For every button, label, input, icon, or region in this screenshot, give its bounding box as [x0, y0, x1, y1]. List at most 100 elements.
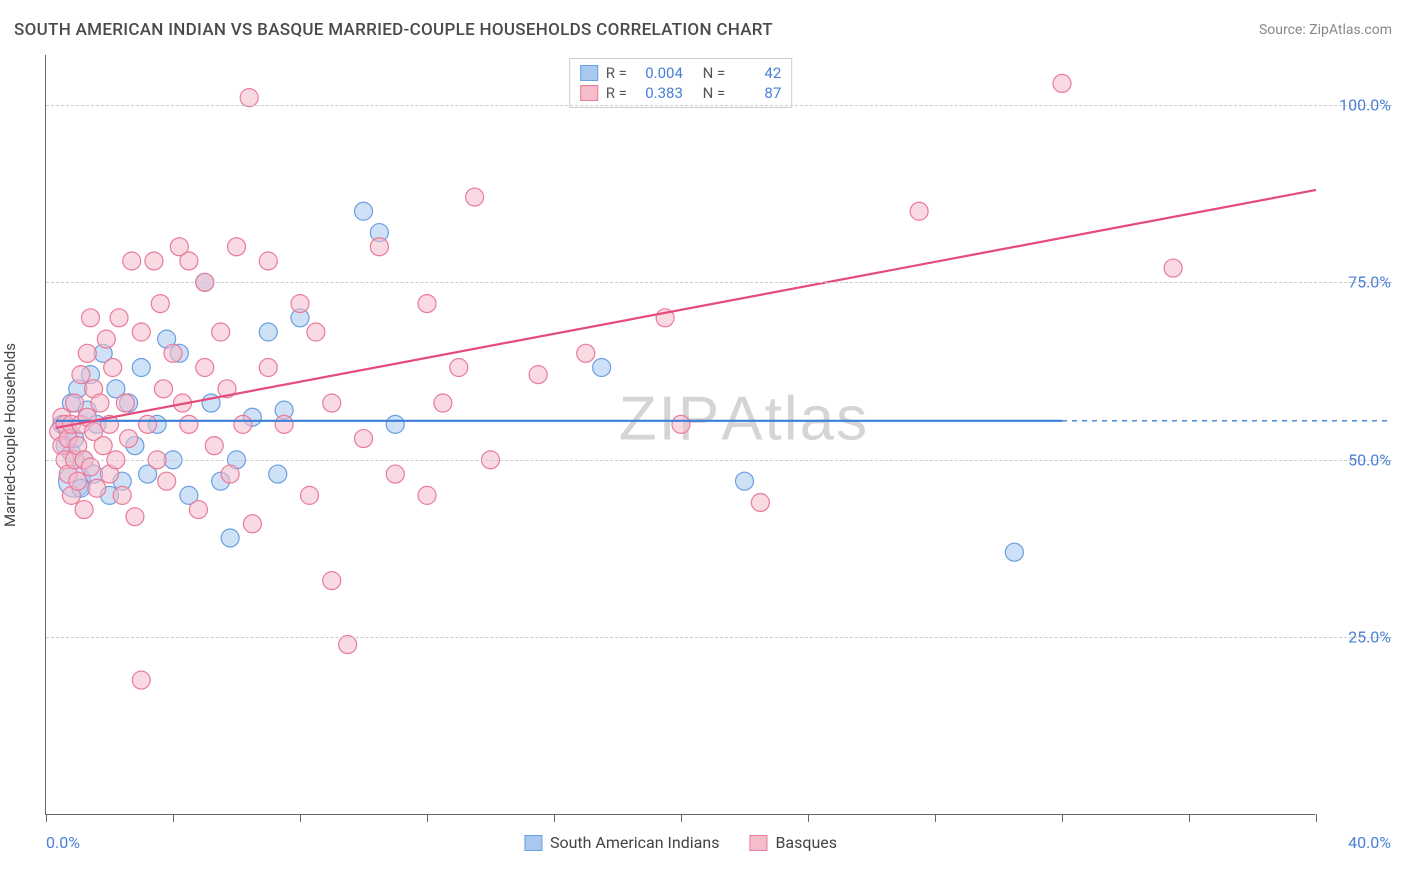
scatter-point-sai: [1005, 543, 1023, 561]
grid-line-h: [46, 637, 1392, 638]
scatter-point-basque: [301, 486, 319, 504]
stats-box: R = 0.004 N = 42 R = 0.383 N = 87: [569, 58, 793, 108]
scatter-point-basque: [1164, 259, 1182, 277]
scatter-point-basque: [1053, 74, 1071, 92]
scatter-point-basque: [66, 394, 84, 412]
legend-swatch-basque: [749, 835, 767, 851]
scatter-point-basque: [751, 493, 769, 511]
scatter-point-basque: [116, 394, 134, 412]
y-tick-label: 100.0%: [1321, 95, 1391, 114]
scatter-point-basque: [228, 238, 246, 256]
x-tick: [300, 814, 301, 822]
scatter-point-basque: [75, 501, 93, 519]
y-tick-label: 25.0%: [1321, 628, 1391, 647]
stat-r-label: R =: [606, 64, 627, 82]
x-tick: [1316, 814, 1317, 822]
scatter-point-basque: [158, 472, 176, 490]
scatter-point-basque: [386, 465, 404, 483]
scatter-point-basque: [110, 309, 128, 327]
x-tick: [935, 814, 936, 822]
stat-n-basque: 87: [733, 84, 781, 102]
grid-line-h: [46, 105, 1392, 106]
scatter-point-basque: [259, 359, 277, 377]
x-axis-label-right: 40.0%: [1321, 833, 1391, 852]
scatter-point-basque: [243, 515, 261, 533]
stat-n-sai: 42: [733, 64, 781, 82]
scatter-point-basque: [212, 323, 230, 341]
scatter-point-sai: [269, 465, 287, 483]
scatter-point-basque: [355, 430, 373, 448]
scatter-point-basque: [164, 344, 182, 362]
x-tick: [1062, 814, 1063, 822]
x-tick: [173, 814, 174, 822]
scatter-point-basque: [307, 323, 325, 341]
x-tick: [808, 814, 809, 822]
scatter-point-basque: [113, 486, 131, 504]
scatter-point-basque: [323, 572, 341, 590]
scatter-point-basque: [126, 508, 144, 526]
scatter-point-basque: [132, 323, 150, 341]
scatter-point-basque: [154, 380, 172, 398]
legend-label-basque: Basques: [775, 833, 837, 852]
scatter-point-basque: [323, 394, 341, 412]
scatter-point-basque: [120, 430, 138, 448]
scatter-point-basque: [221, 465, 239, 483]
scatter-point-basque: [180, 252, 198, 270]
plot-container: Married-couple Households ZIPAtlas R = 0…: [45, 55, 1391, 815]
scatter-point-basque: [259, 252, 277, 270]
x-tick: [1189, 814, 1190, 822]
stat-r-sai: 0.004: [635, 64, 683, 82]
stat-r-basque: 0.383: [635, 84, 683, 102]
scatter-point-basque: [672, 415, 690, 433]
scatter-point-basque: [291, 295, 309, 313]
chart-title: SOUTH AMERICAN INDIAN VS BASQUE MARRIED-…: [14, 20, 773, 40]
scatter-point-basque: [577, 344, 595, 362]
x-axis-label-left: 0.0%: [46, 833, 80, 852]
scatter-point-basque: [370, 238, 388, 256]
x-tick: [46, 814, 47, 822]
scatter-point-basque: [104, 359, 122, 377]
legend-swatch-sai: [524, 835, 542, 851]
legend-item-sai: South American Indians: [524, 833, 720, 852]
x-tick: [427, 814, 428, 822]
stat-n-label: N =: [703, 84, 726, 102]
legend-item-basque: Basques: [749, 833, 837, 852]
scatter-point-basque: [145, 252, 163, 270]
stats-row-sai: R = 0.004 N = 42: [580, 63, 782, 83]
scatter-point-basque: [91, 394, 109, 412]
chart-source: Source: ZipAtlas.com: [1259, 22, 1392, 38]
y-tick-label: 50.0%: [1321, 450, 1391, 469]
chart-svg: [46, 55, 1392, 815]
scatter-point-basque: [418, 295, 436, 313]
scatter-point-basque: [205, 437, 223, 455]
stat-n-label: N =: [703, 64, 726, 82]
legend-label-sai: South American Indians: [550, 833, 720, 852]
scatter-point-basque: [151, 295, 169, 313]
scatter-point-basque: [97, 330, 115, 348]
scatter-point-sai: [355, 202, 373, 220]
title-bar: SOUTH AMERICAN INDIAN VS BASQUE MARRIED-…: [14, 20, 1392, 40]
scatter-point-basque: [88, 479, 106, 497]
scatter-point-basque: [450, 359, 468, 377]
scatter-point-basque: [123, 252, 141, 270]
scatter-point-basque: [466, 188, 484, 206]
swatch-basque: [580, 85, 598, 101]
x-tick: [554, 814, 555, 822]
scatter-point-sai: [259, 323, 277, 341]
y-axis-title: Married-couple Households: [1, 343, 19, 527]
scatter-point-basque: [94, 437, 112, 455]
scatter-point-sai: [736, 472, 754, 490]
plot-area: ZIPAtlas R = 0.004 N = 42 R = 0.383 N = …: [45, 55, 1315, 815]
grid-line-h: [46, 282, 1392, 283]
stat-r-label: R =: [606, 84, 627, 102]
scatter-point-basque: [132, 671, 150, 689]
scatter-point-basque: [180, 415, 198, 433]
scatter-point-basque: [72, 366, 90, 384]
trend-line-basque: [56, 190, 1316, 428]
scatter-point-basque: [139, 415, 157, 433]
stats-row-basque: R = 0.383 N = 87: [580, 83, 782, 103]
scatter-point-basque: [81, 309, 99, 327]
scatter-point-basque: [529, 366, 547, 384]
scatter-point-basque: [434, 394, 452, 412]
scatter-point-basque: [78, 344, 96, 362]
